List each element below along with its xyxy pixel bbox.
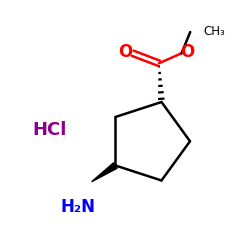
Text: CH₃: CH₃ [204, 25, 226, 38]
Text: O: O [118, 43, 132, 61]
Text: H₂N: H₂N [60, 198, 95, 216]
Polygon shape [92, 163, 117, 182]
Text: O: O [180, 43, 195, 61]
Text: HCl: HCl [33, 121, 67, 139]
